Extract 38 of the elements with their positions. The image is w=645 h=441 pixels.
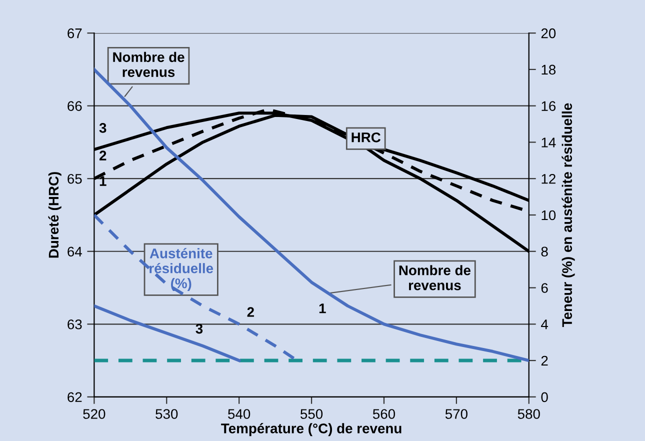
y-tick-label: 64 bbox=[68, 246, 82, 257]
annotation: Austénite résiduelle (%) bbox=[150, 248, 214, 291]
y2-tick-label: 12 bbox=[542, 174, 556, 184]
y2-axis-title: Teneur (%) en austénite résiduelle bbox=[562, 103, 575, 327]
y2-tick-label: 14 bbox=[542, 138, 556, 148]
y-tick-label: 65 bbox=[68, 174, 82, 184]
annotation: 2 bbox=[247, 307, 254, 317]
y-tick-label: 66 bbox=[68, 101, 82, 112]
y2-tick-label: 16 bbox=[542, 101, 556, 112]
x-tick-label: 520 bbox=[83, 409, 106, 419]
x-tick-label: 550 bbox=[300, 409, 323, 419]
y2-tick-label: 6 bbox=[541, 283, 548, 293]
y2-tick-label: 4 bbox=[541, 320, 548, 330]
annotation: 3 bbox=[99, 123, 106, 133]
annotation: 1 bbox=[100, 176, 106, 186]
x-tick-label: 580 bbox=[518, 409, 540, 419]
x-tick-label: 570 bbox=[445, 409, 468, 419]
line-series bbox=[94, 304, 241, 362]
annotation: Nombre de revenus bbox=[399, 265, 471, 290]
y2-tick-label: 8 bbox=[541, 246, 548, 257]
x-axis-title: Température (°C) de revenu bbox=[221, 423, 402, 436]
annotation: 2 bbox=[99, 150, 106, 160]
y-tick-label: 63 bbox=[68, 319, 82, 330]
annotation: 1 bbox=[319, 304, 326, 314]
annotation: HRC bbox=[352, 132, 381, 142]
y-tick-label: 62 bbox=[68, 392, 82, 402]
y2-tick-label: 2 bbox=[541, 356, 548, 366]
x-tick-label: 560 bbox=[372, 409, 396, 419]
y2-tick-label: 18 bbox=[542, 64, 556, 75]
y2-tick-label: 20 bbox=[541, 28, 556, 38]
x-tick-label: 530 bbox=[156, 409, 178, 419]
y-axis-title: Dureté (HRC) bbox=[48, 172, 62, 258]
y-tick-label: 67 bbox=[68, 28, 82, 38]
y2-tick-label: 10 bbox=[542, 210, 556, 220]
annotation: 3 bbox=[196, 324, 203, 334]
y2-tick-label: 0 bbox=[541, 392, 548, 402]
annotation: Nombre de revenus bbox=[113, 52, 184, 78]
x-tick-label: 540 bbox=[228, 409, 250, 419]
